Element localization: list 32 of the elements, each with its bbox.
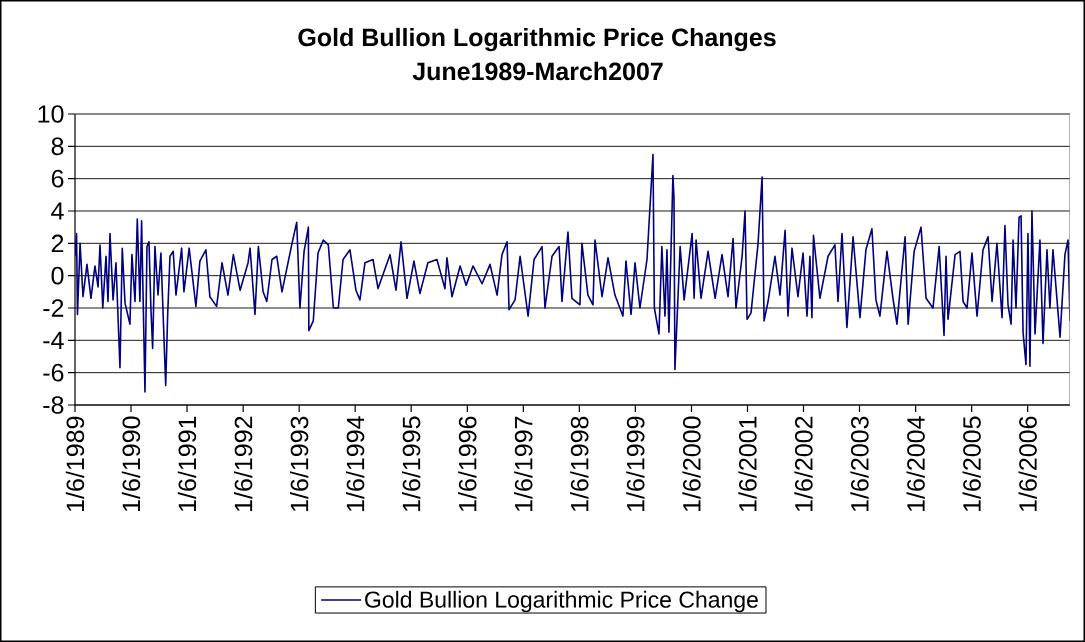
x-tick-label: 1/6/1994 — [345, 416, 365, 511]
y-tick-label: 2 — [51, 234, 64, 253]
x-tick-label: 1/6/1991 — [177, 416, 197, 511]
x-tick-label: 1/6/1992 — [233, 416, 253, 511]
y-tick-label: 8 — [51, 137, 64, 156]
x-tick-label: 1/6/2003 — [850, 416, 869, 511]
chart-subtitle: June1989-March2007 — [412, 61, 663, 81]
chart-title: Gold Bullion Logarithmic Price Changes — [298, 27, 776, 52]
x-tick-label: 1/6/1999 — [626, 416, 645, 511]
y-tick-label: 0 — [51, 266, 64, 285]
x-tick-label: 1/6/2005 — [962, 416, 981, 511]
x-tick-label: 1/6/2004 — [906, 416, 925, 511]
line-series — [75, 153, 1070, 393]
x-tick-label: 1/6/1996 — [458, 416, 477, 511]
y-tick-label: 6 — [51, 169, 64, 188]
x-tick-label: 1/6/2001 — [738, 416, 757, 511]
x-tick-label: 1/6/2006 — [1018, 416, 1037, 511]
y-tick-label: -4 — [43, 331, 64, 349]
x-tick-label: 1/6/1989 — [65, 416, 85, 511]
x-tick-label: 1/6/2000 — [682, 416, 701, 511]
x-tick-label: 1/6/1993 — [289, 416, 309, 511]
x-tick-label: 1/6/1995 — [402, 416, 421, 511]
x-tick-label: 1/6/1998 — [570, 416, 589, 511]
y-tick-label: -2 — [43, 299, 64, 317]
y-tick-label: 10 — [38, 105, 64, 123]
y-tick-label: 4 — [51, 202, 64, 220]
y-tick-label: -8 — [43, 396, 64, 414]
x-tick-label: 1/6/1997 — [514, 416, 533, 511]
y-tick-label: -6 — [43, 363, 64, 382]
legend-label: Gold Bullion Logarithmic Price Change — [365, 590, 758, 613]
x-tick-label: 1/6/2002 — [794, 416, 813, 511]
x-tick-label: 1/6/1990 — [121, 416, 141, 511]
